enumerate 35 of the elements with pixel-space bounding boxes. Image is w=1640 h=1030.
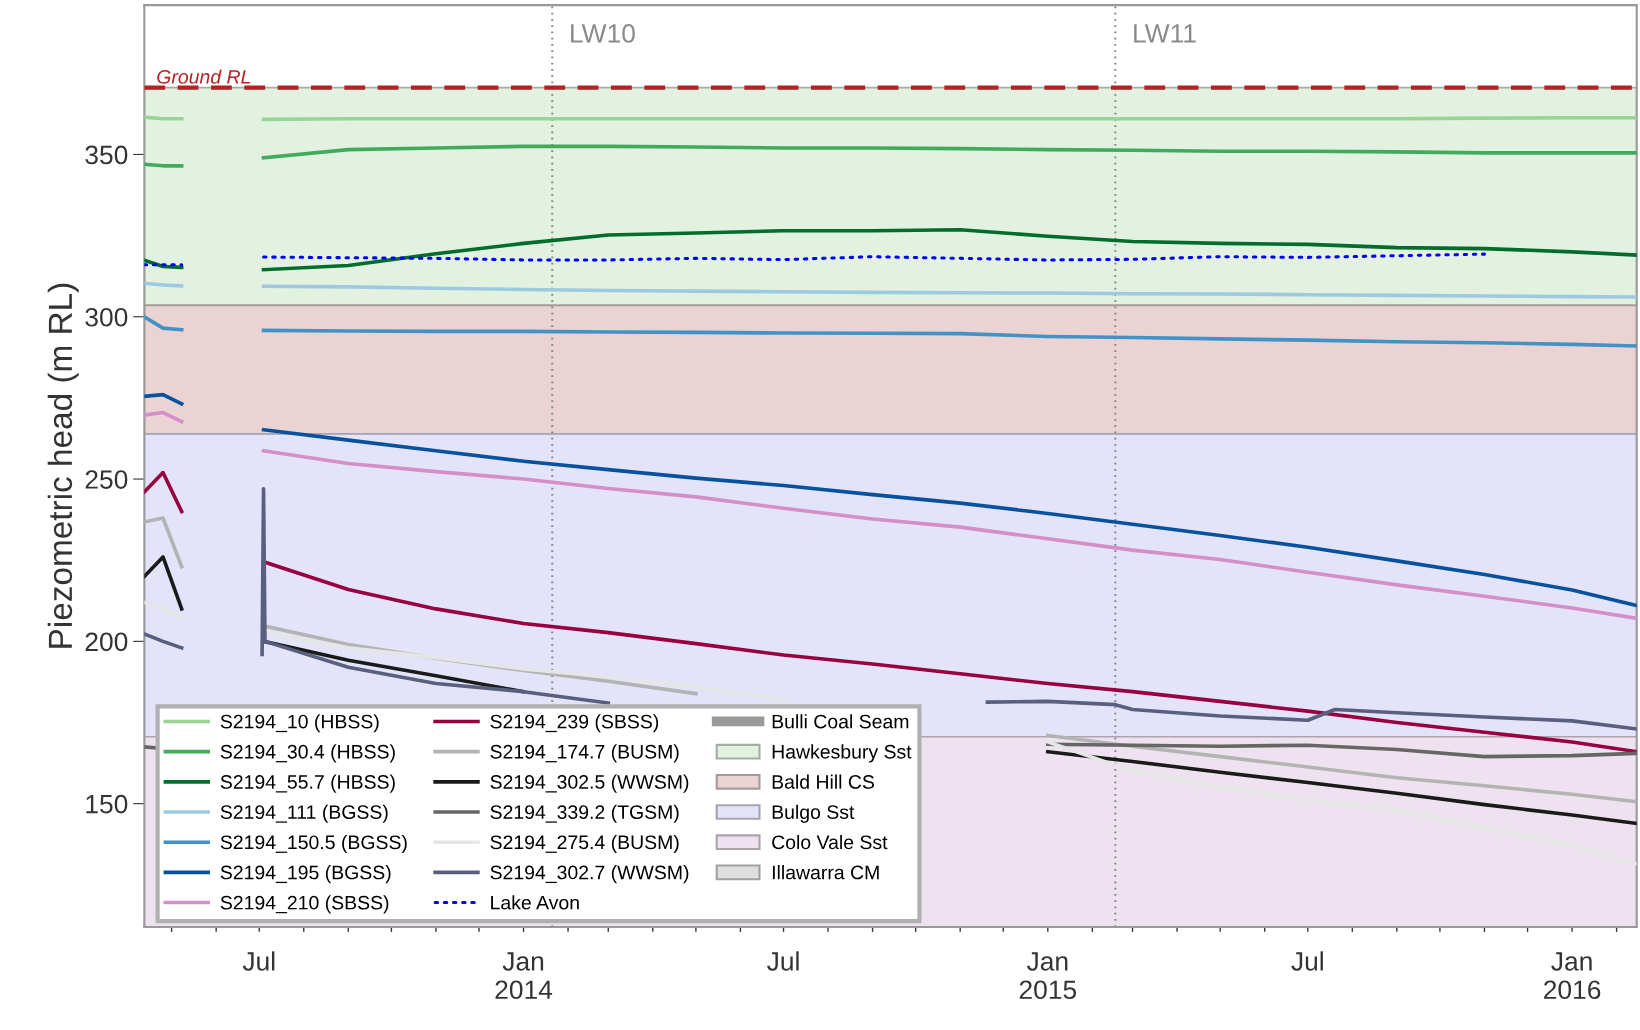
- y-tick-label: 150: [86, 794, 128, 814]
- legend-label: Bulli Coal Seam: [772, 714, 909, 729]
- legend-label: S2194_150.5 (BGSS): [220, 834, 407, 854]
- legend-label: S2194_239 (SBSS): [490, 714, 659, 733]
- legend-label: Bald Hill CS: [772, 774, 874, 789]
- x-tick-label: Jan 2014: [495, 952, 553, 1000]
- legend-label: Lake Avon: [491, 895, 579, 910]
- legend-label: Illawarra CM: [772, 865, 879, 880]
- ref-line-label: LW11: [1134, 24, 1196, 43]
- legend-label: S2194_195 (BGSS): [220, 865, 391, 884]
- legend-label: S2194_302.5 (WWSM): [490, 774, 689, 793]
- x-tick-label: Jul: [242, 951, 275, 971]
- y-tick-label: 350: [85, 145, 128, 165]
- ref-line-label: Ground RL: [157, 69, 251, 84]
- legend-label: S2194_174.7 (BUSM): [490, 744, 679, 763]
- legend-label: S2194_111 (BGSS): [220, 804, 388, 823]
- x-tick-label: Jul: [1291, 951, 1323, 971]
- x-tick-label: Jul: [767, 951, 799, 971]
- ref-line-label: LW10: [571, 24, 635, 43]
- legend-label: S2194_210 (SBSS): [220, 895, 389, 914]
- band-label: Colo Vale Sst: [772, 834, 888, 850]
- y-axis-title: Piezometric head (m RL): [47, 283, 79, 648]
- y-tick-label: 200: [85, 632, 128, 652]
- legend-label: S2194_30.4 (HBSS): [220, 744, 395, 763]
- legend-label: S2194_10 (HBSS): [220, 714, 379, 733]
- legend-label: Hawkesbury Sst: [772, 744, 912, 763]
- legend-label: S2194_302.7 (WWSM): [490, 865, 689, 884]
- legend-label: S2194_275.4 (BUSM): [490, 834, 679, 854]
- legend-label: S2194_55.7 (HBSS): [220, 774, 395, 793]
- legend-label: Bulgo Sst: [772, 804, 855, 823]
- x-tick-label: Jan 2016: [1544, 952, 1601, 1000]
- x-tick-label: Jan 2015: [1019, 952, 1077, 1000]
- y-tick-label: 300: [85, 307, 128, 327]
- legend-label: S2194_339.2 (TGSM): [490, 804, 679, 823]
- y-tick-label: 250: [85, 470, 128, 489]
